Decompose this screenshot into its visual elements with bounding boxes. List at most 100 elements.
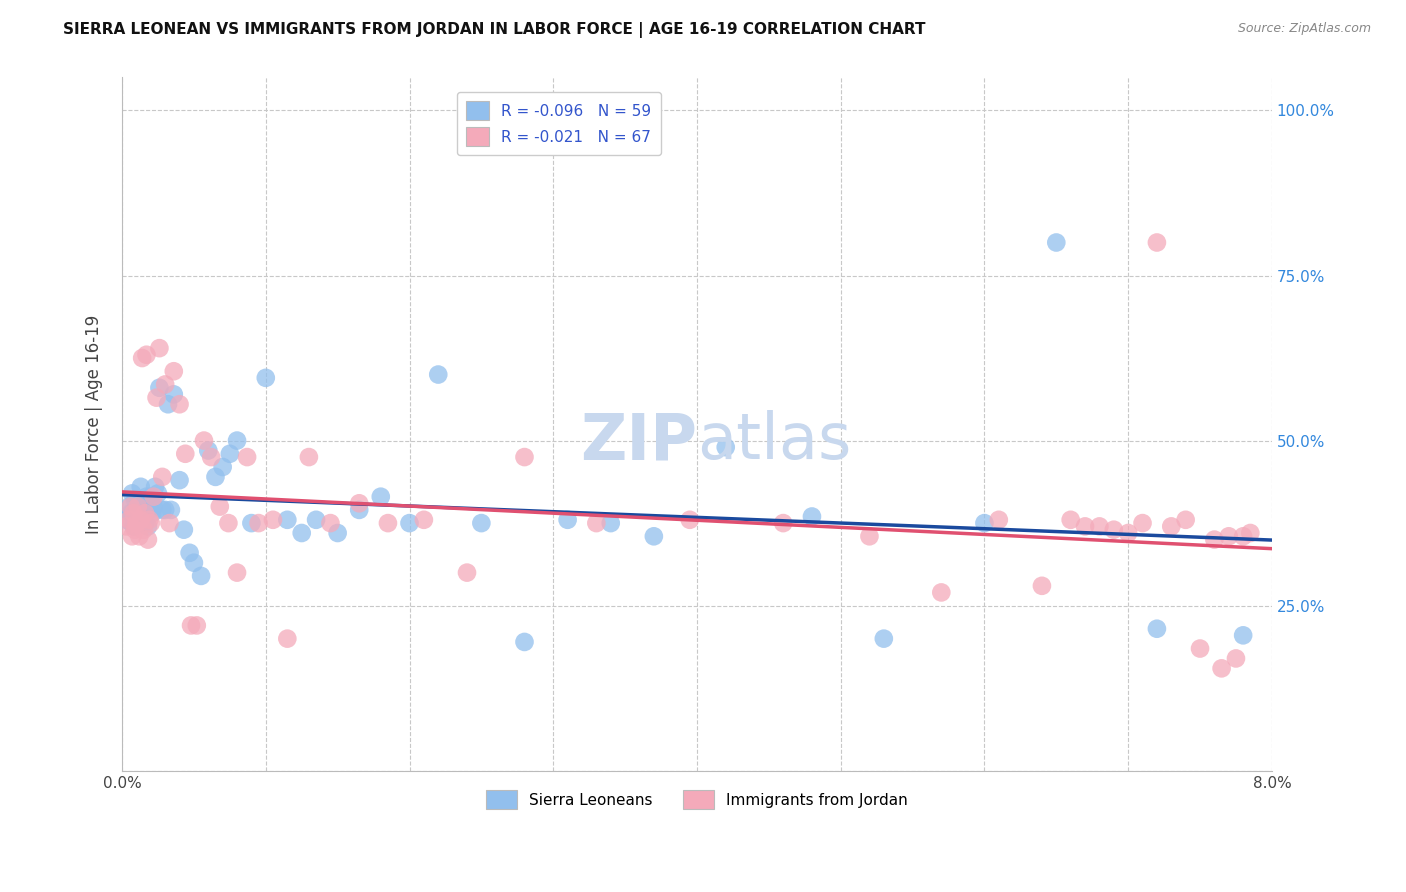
Point (987, 513, 1010, 527)
Point (931, 585, 953, 599)
Point (1174, 513, 1197, 527)
Point (714, 440, 737, 454)
Point (208, 500, 231, 514)
Point (174, 447, 197, 461)
Point (153, 503, 176, 517)
Point (370, 490, 392, 504)
Point (186, 618, 208, 632)
Point (1146, 622, 1168, 636)
Point (204, 470, 226, 484)
Point (120, 500, 142, 514)
Point (124, 493, 146, 508)
Point (180, 618, 202, 632)
Point (153, 377, 176, 392)
Point (800, 509, 823, 524)
Point (1116, 526, 1139, 541)
Point (557, 513, 579, 527)
Point (513, 635, 536, 649)
Point (139, 490, 162, 504)
Point (858, 529, 880, 543)
Point (873, 632, 896, 646)
Point (1074, 519, 1097, 533)
Point (183, 556, 205, 570)
Point (138, 503, 160, 517)
Point (125, 513, 148, 527)
Point (513, 450, 536, 464)
Point (124, 523, 146, 537)
Point (347, 503, 370, 517)
Point (169, 397, 191, 411)
Point (1132, 516, 1154, 530)
Point (125, 516, 148, 530)
Point (157, 397, 180, 411)
Point (131, 351, 153, 365)
Point (1146, 235, 1168, 250)
Point (129, 480, 152, 494)
Point (427, 368, 450, 382)
Point (298, 450, 321, 464)
Point (132, 523, 155, 537)
Point (121, 529, 143, 543)
Point (136, 519, 159, 533)
Point (141, 506, 163, 520)
Point (115, 513, 138, 527)
Point (412, 513, 434, 527)
Point (1218, 529, 1240, 543)
Point (197, 443, 219, 458)
Point (456, 566, 478, 580)
Point (226, 566, 249, 580)
Point (146, 486, 169, 500)
Point (128, 529, 150, 543)
Point (679, 513, 702, 527)
Point (276, 513, 298, 527)
Point (1031, 579, 1053, 593)
Point (179, 546, 201, 560)
Point (347, 496, 370, 510)
Point (122, 519, 145, 533)
Point (121, 486, 143, 500)
Point (643, 529, 665, 543)
Point (132, 503, 155, 517)
Point (138, 513, 160, 527)
Point (148, 381, 170, 395)
Point (145, 391, 167, 405)
Point (377, 516, 399, 530)
Point (1102, 523, 1125, 537)
Point (143, 480, 166, 494)
Point (240, 516, 263, 530)
Point (254, 371, 277, 385)
Point (1045, 235, 1067, 250)
Point (190, 569, 212, 583)
Point (129, 513, 152, 527)
Point (1225, 651, 1247, 665)
Point (319, 516, 342, 530)
Point (193, 434, 215, 448)
Legend: Sierra Leoneans, Immigrants from Jordan: Sierra Leoneans, Immigrants from Jordan (481, 784, 914, 815)
Point (135, 490, 157, 504)
Point (139, 516, 162, 530)
Point (120, 506, 142, 520)
Point (127, 506, 149, 520)
Y-axis label: In Labor Force | Age 16-19: In Labor Force | Age 16-19 (86, 315, 103, 533)
Point (326, 526, 349, 541)
Point (1232, 529, 1254, 543)
Point (150, 470, 173, 484)
Point (135, 348, 157, 362)
Point (599, 516, 621, 530)
Point (470, 516, 492, 530)
Point (772, 516, 794, 530)
Point (218, 447, 240, 461)
Point (291, 526, 314, 541)
Point (136, 533, 159, 547)
Point (1160, 519, 1182, 533)
Point (1211, 661, 1233, 675)
Point (1088, 519, 1111, 533)
Point (305, 513, 328, 527)
Point (163, 387, 186, 401)
Point (1232, 628, 1254, 642)
Point (236, 450, 259, 464)
Point (134, 506, 156, 520)
Point (1239, 526, 1261, 541)
Text: SIERRA LEONEAN VS IMMIGRANTS FROM JORDAN IN LABOR FORCE | AGE 16-19 CORRELATION : SIERRA LEONEAN VS IMMIGRANTS FROM JORDAN… (63, 22, 925, 38)
Point (115, 519, 138, 533)
